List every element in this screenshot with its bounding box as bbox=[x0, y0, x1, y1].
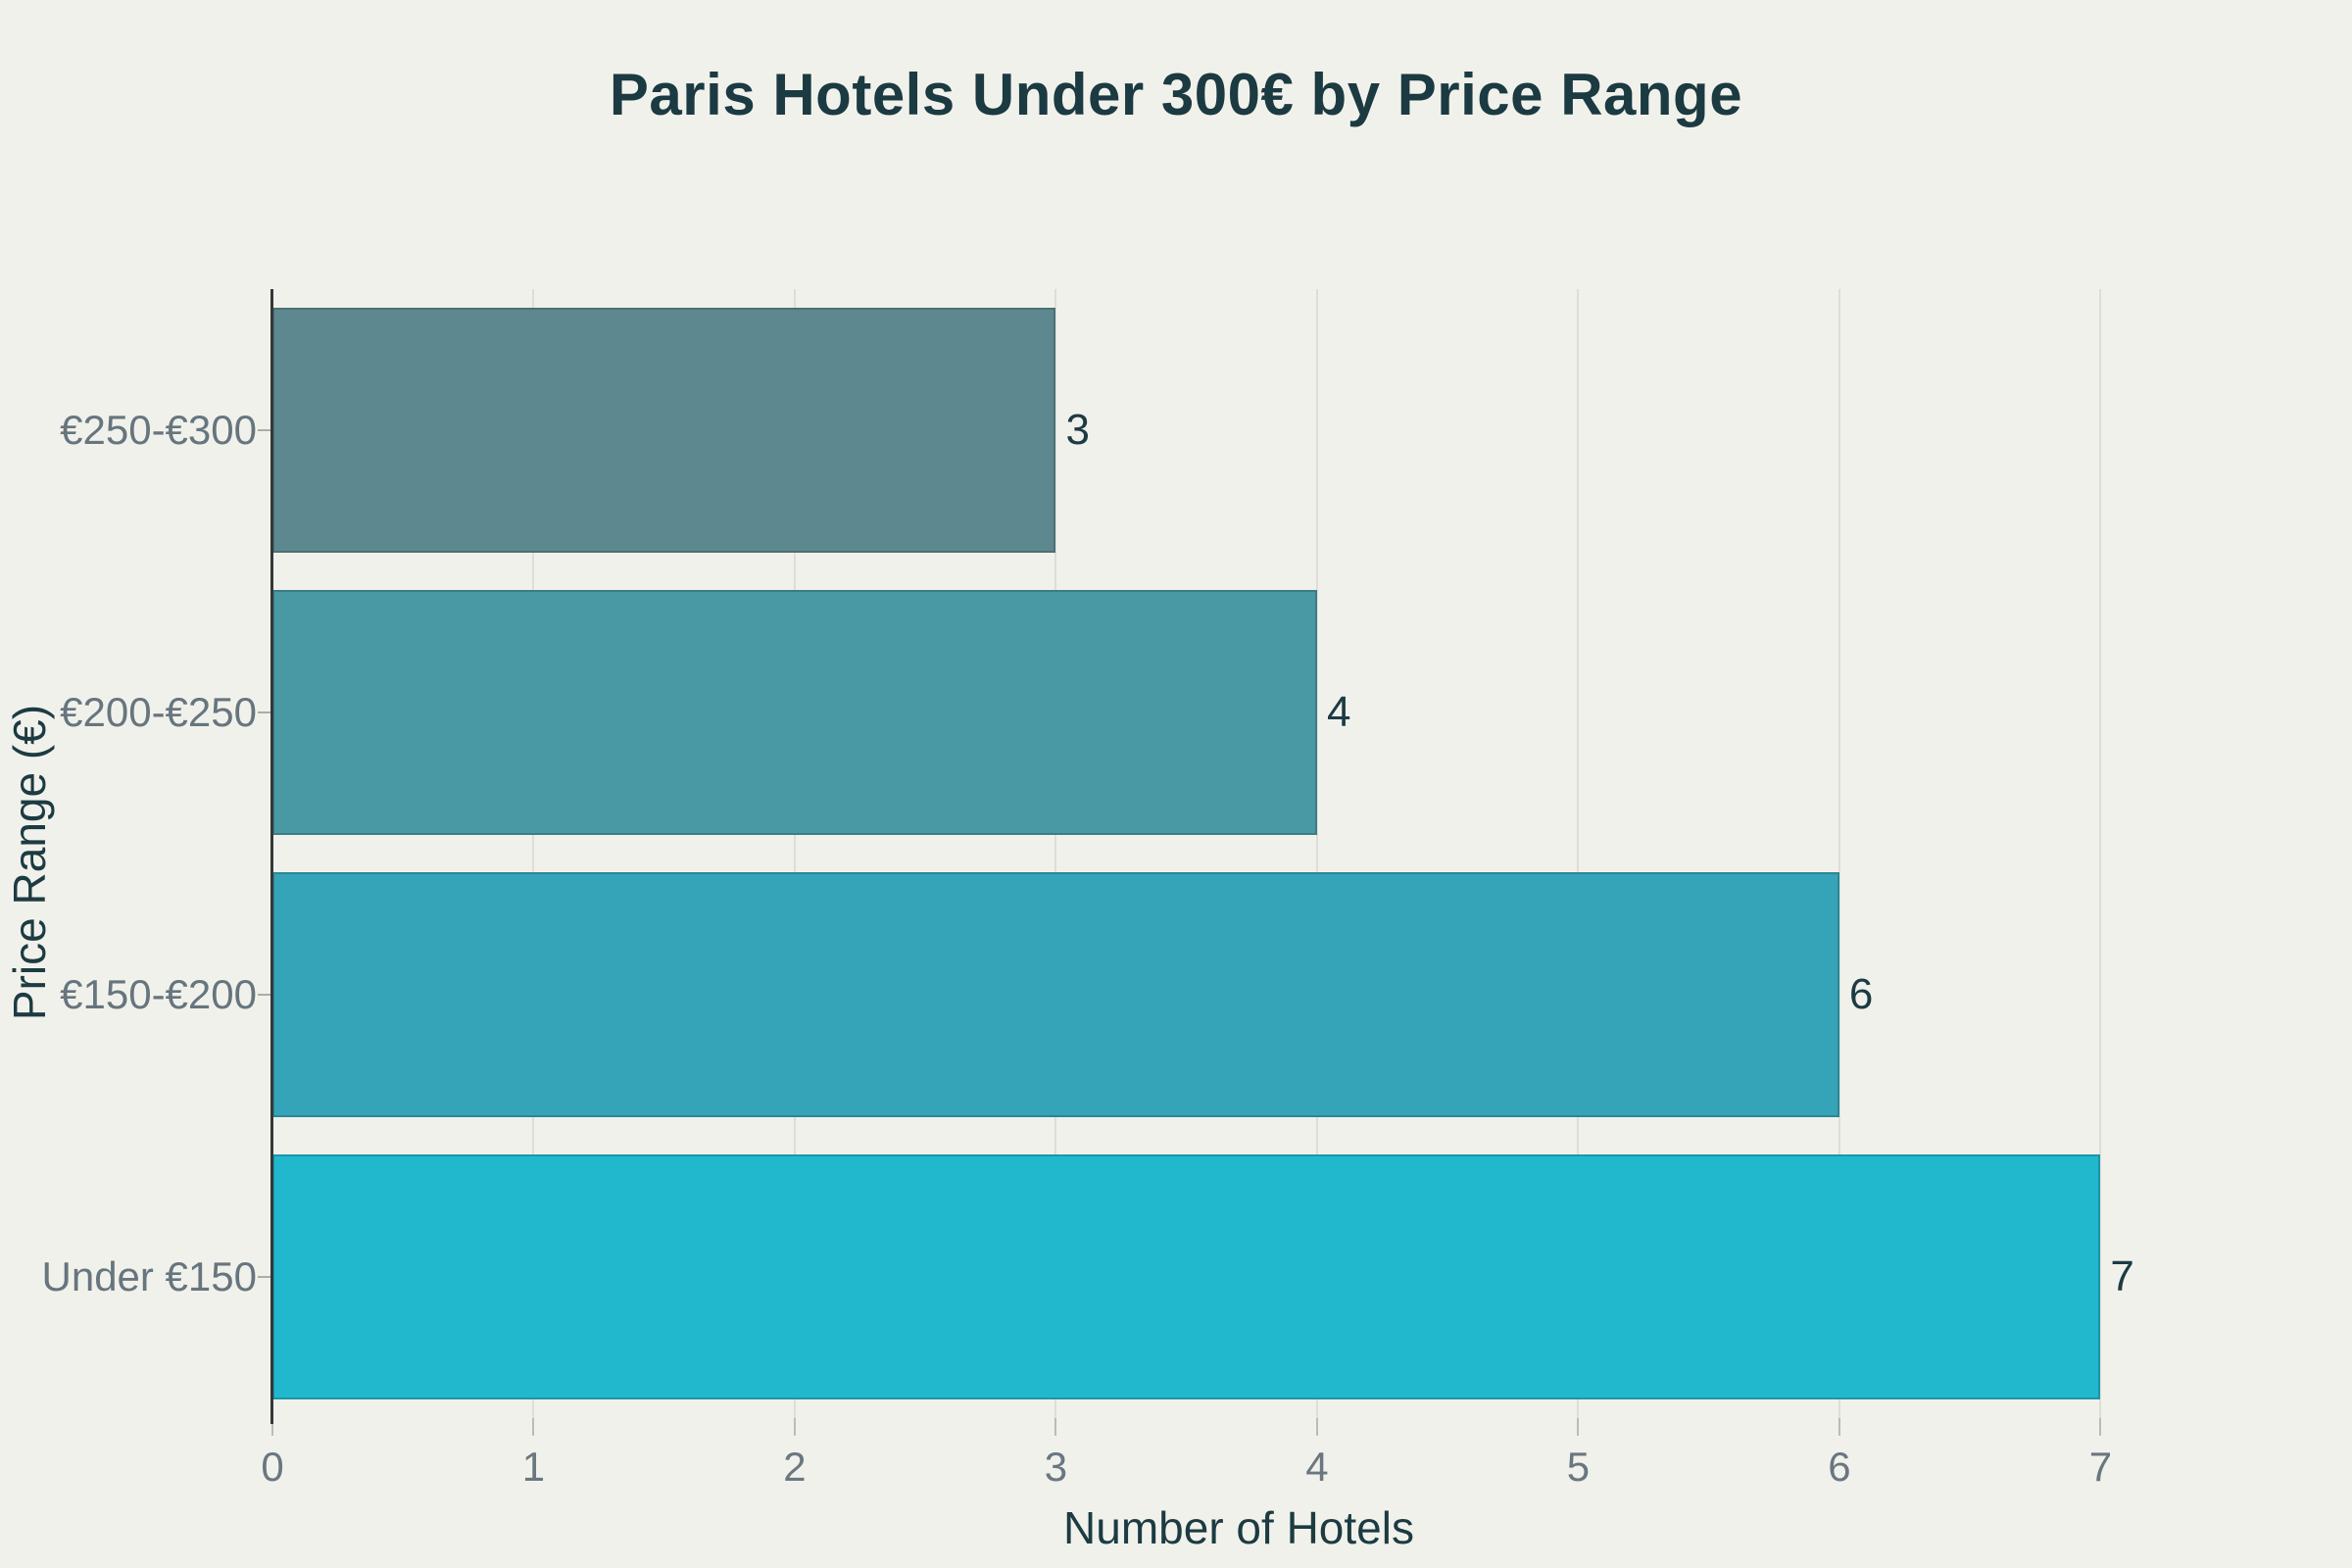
y-tick-mark bbox=[258, 994, 272, 996]
y-tick-mark bbox=[258, 1276, 272, 1278]
x-tick-label: 5 bbox=[1566, 1444, 1591, 1490]
y-tick-label: €200-€250 bbox=[60, 689, 257, 735]
y-axis-zeroline bbox=[270, 289, 273, 1424]
chart-title: Paris Hotels Under 300€ by Price Range bbox=[609, 62, 1743, 127]
x-tick-mark bbox=[1838, 1418, 1840, 1436]
bar bbox=[272, 1154, 2101, 1399]
bar bbox=[272, 590, 1317, 835]
y-tick-label: Under €150 bbox=[41, 1253, 258, 1299]
gridline bbox=[1054, 289, 1057, 1418]
x-tick-mark bbox=[793, 1418, 796, 1436]
x-tick-label: 3 bbox=[1044, 1444, 1068, 1490]
x-tick-mark bbox=[1054, 1418, 1057, 1436]
bar bbox=[272, 308, 1056, 553]
x-tick-mark bbox=[1315, 1418, 1318, 1436]
x-tick-label: 0 bbox=[261, 1444, 284, 1490]
bar bbox=[272, 872, 1839, 1117]
bar-value-label: 4 bbox=[1326, 688, 1351, 736]
x-tick-label: 1 bbox=[521, 1444, 546, 1490]
x-tick-mark bbox=[1577, 1418, 1580, 1436]
y-tick-label: €250-€300 bbox=[60, 407, 257, 453]
x-axis-title: Number of Hotels bbox=[1063, 1502, 1414, 1553]
gridline bbox=[1577, 289, 1580, 1418]
x-tick-label: 4 bbox=[1305, 1444, 1329, 1490]
y-tick-mark bbox=[258, 711, 272, 713]
gridline bbox=[532, 289, 535, 1418]
x-tick-mark bbox=[532, 1418, 535, 1436]
bar-value-label: 6 bbox=[1848, 970, 1874, 1018]
x-tick-label: 6 bbox=[1828, 1444, 1851, 1490]
gridline bbox=[2099, 289, 2102, 1418]
gridline bbox=[793, 289, 796, 1418]
x-tick-mark bbox=[2099, 1418, 2102, 1436]
y-tick-label: €150-€200 bbox=[60, 971, 257, 1017]
bar-value-label: 7 bbox=[2110, 1252, 2134, 1300]
gridline bbox=[1315, 289, 1318, 1418]
y-tick-mark bbox=[258, 429, 272, 431]
x-tick-label: 2 bbox=[783, 1444, 807, 1490]
bar-value-label: 3 bbox=[1065, 406, 1090, 454]
x-tick-label: 7 bbox=[2088, 1444, 2113, 1490]
x-tick-mark bbox=[271, 1418, 273, 1436]
gridline bbox=[1838, 289, 1840, 1418]
y-axis-title: Price Range (€) bbox=[4, 704, 55, 1021]
